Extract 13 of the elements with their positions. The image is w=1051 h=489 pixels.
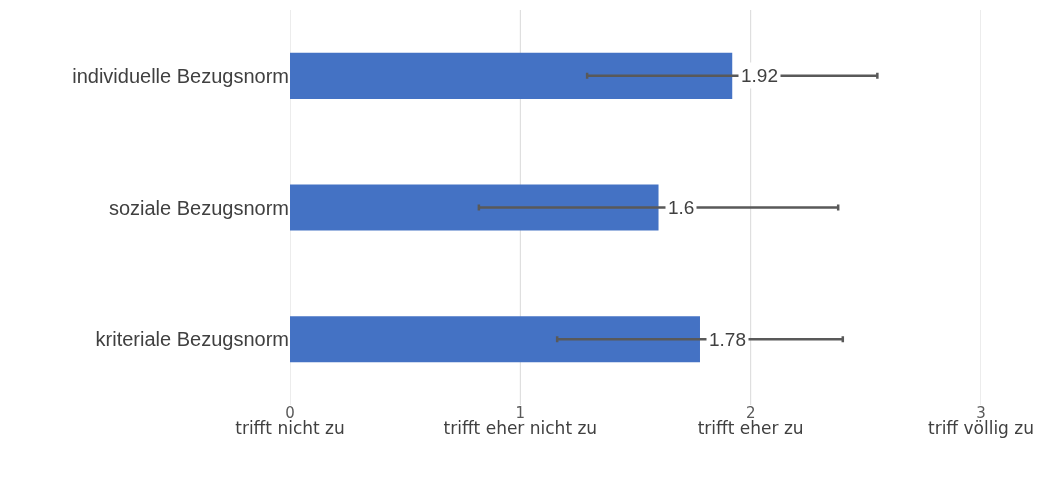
x-tick-label: 1 trifft eher nicht zu: [443, 404, 598, 438]
x-tick-label: 3 triff völlig zu: [927, 404, 1035, 438]
bar: [290, 184, 659, 231]
data-label: 1.6: [668, 197, 695, 218]
y-tick-label: kriteriale Bezugsnorm: [95, 328, 289, 351]
x-tick-label: 0 trifft nicht zu: [235, 404, 345, 438]
y-tick-label: soziale Bezugsnorm: [108, 196, 289, 219]
bar: [290, 52, 733, 99]
data-label: 1.78: [709, 329, 746, 350]
bar: [290, 316, 700, 363]
data-label: 1.92: [741, 65, 778, 86]
x-tick-label: 2 trifft eher zu: [697, 404, 804, 438]
y-tick-label: individuelle Bezugsnorm: [72, 64, 289, 87]
